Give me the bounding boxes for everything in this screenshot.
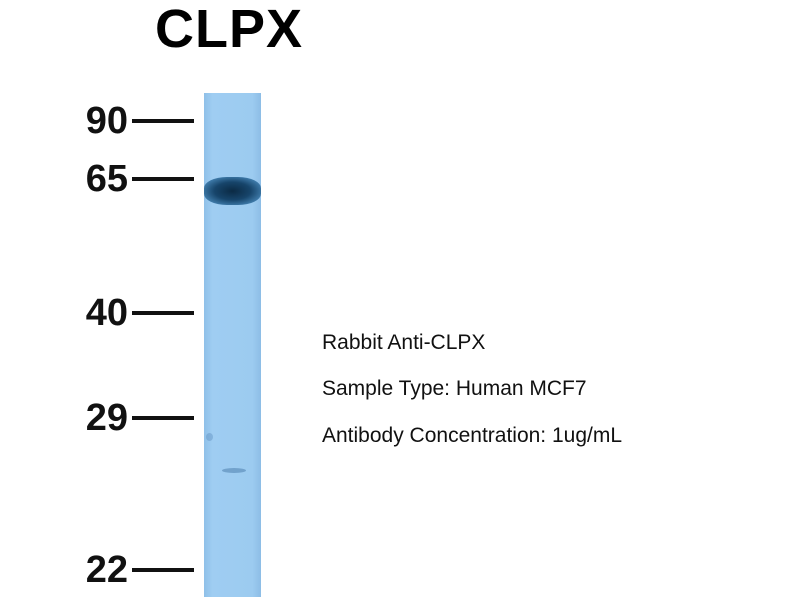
blot-title: CLPX (155, 0, 304, 59)
marker-22: 22 (0, 550, 200, 590)
marker-tick (132, 119, 194, 123)
faint-band (222, 468, 246, 473)
sample-type-label: Sample Type: Human MCF7 (322, 377, 587, 400)
marker-tick (132, 416, 194, 420)
marker-29: 29 (0, 398, 200, 438)
marker-90: 90 (0, 101, 200, 141)
marker-label: 90 (85, 100, 128, 142)
marker-label: 22 (85, 549, 128, 591)
marker-tick (132, 568, 194, 572)
marker-tick (132, 311, 194, 315)
concentration-label: Antibody Concentration: 1ug/mL (322, 424, 623, 447)
marker-label: 29 (85, 397, 128, 439)
faint-spot (206, 433, 213, 441)
protein-band (204, 177, 261, 205)
marker-label: 65 (85, 158, 128, 200)
marker-tick (132, 177, 194, 181)
blot-lane (204, 93, 261, 597)
marker-40: 40 (0, 293, 200, 333)
marker-65: 65 (0, 159, 200, 199)
antibody-label: Rabbit Anti-CLPX (322, 331, 486, 354)
marker-label: 40 (85, 292, 128, 334)
